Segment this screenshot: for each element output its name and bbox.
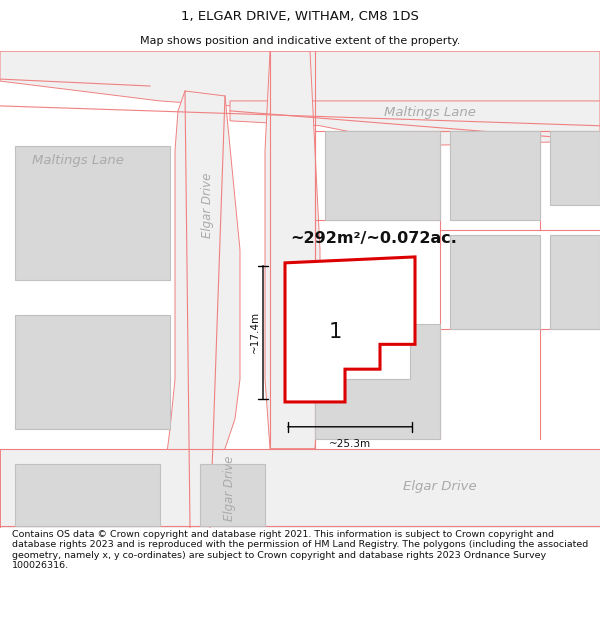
Text: Maltings Lane: Maltings Lane <box>32 154 124 167</box>
Text: ~25.3m: ~25.3m <box>329 439 371 449</box>
Text: Elgar Drive: Elgar Drive <box>200 173 214 238</box>
Polygon shape <box>550 235 600 329</box>
Text: ~17.4m: ~17.4m <box>250 311 260 354</box>
Polygon shape <box>550 131 600 205</box>
Polygon shape <box>230 101 600 146</box>
Text: Elgar Drive: Elgar Drive <box>223 456 236 521</box>
Polygon shape <box>285 257 415 402</box>
Text: ~292m²/~0.072ac.: ~292m²/~0.072ac. <box>290 231 457 246</box>
Polygon shape <box>325 131 440 220</box>
Text: 1: 1 <box>328 322 341 342</box>
Polygon shape <box>0 449 600 528</box>
Polygon shape <box>265 51 320 449</box>
Polygon shape <box>160 91 240 528</box>
Polygon shape <box>15 314 170 429</box>
Polygon shape <box>15 146 170 280</box>
Text: Maltings Lane: Maltings Lane <box>384 106 476 119</box>
Text: Contains OS data © Crown copyright and database right 2021. This information is : Contains OS data © Crown copyright and d… <box>12 530 588 570</box>
Polygon shape <box>450 131 540 220</box>
Polygon shape <box>315 324 440 439</box>
Polygon shape <box>450 235 540 329</box>
Text: 1, ELGAR DRIVE, WITHAM, CM8 1DS: 1, ELGAR DRIVE, WITHAM, CM8 1DS <box>181 10 419 23</box>
Polygon shape <box>200 464 265 526</box>
Polygon shape <box>0 51 600 131</box>
Text: Elgar Drive: Elgar Drive <box>403 480 477 493</box>
Text: Map shows position and indicative extent of the property.: Map shows position and indicative extent… <box>140 36 460 46</box>
Polygon shape <box>15 464 160 526</box>
